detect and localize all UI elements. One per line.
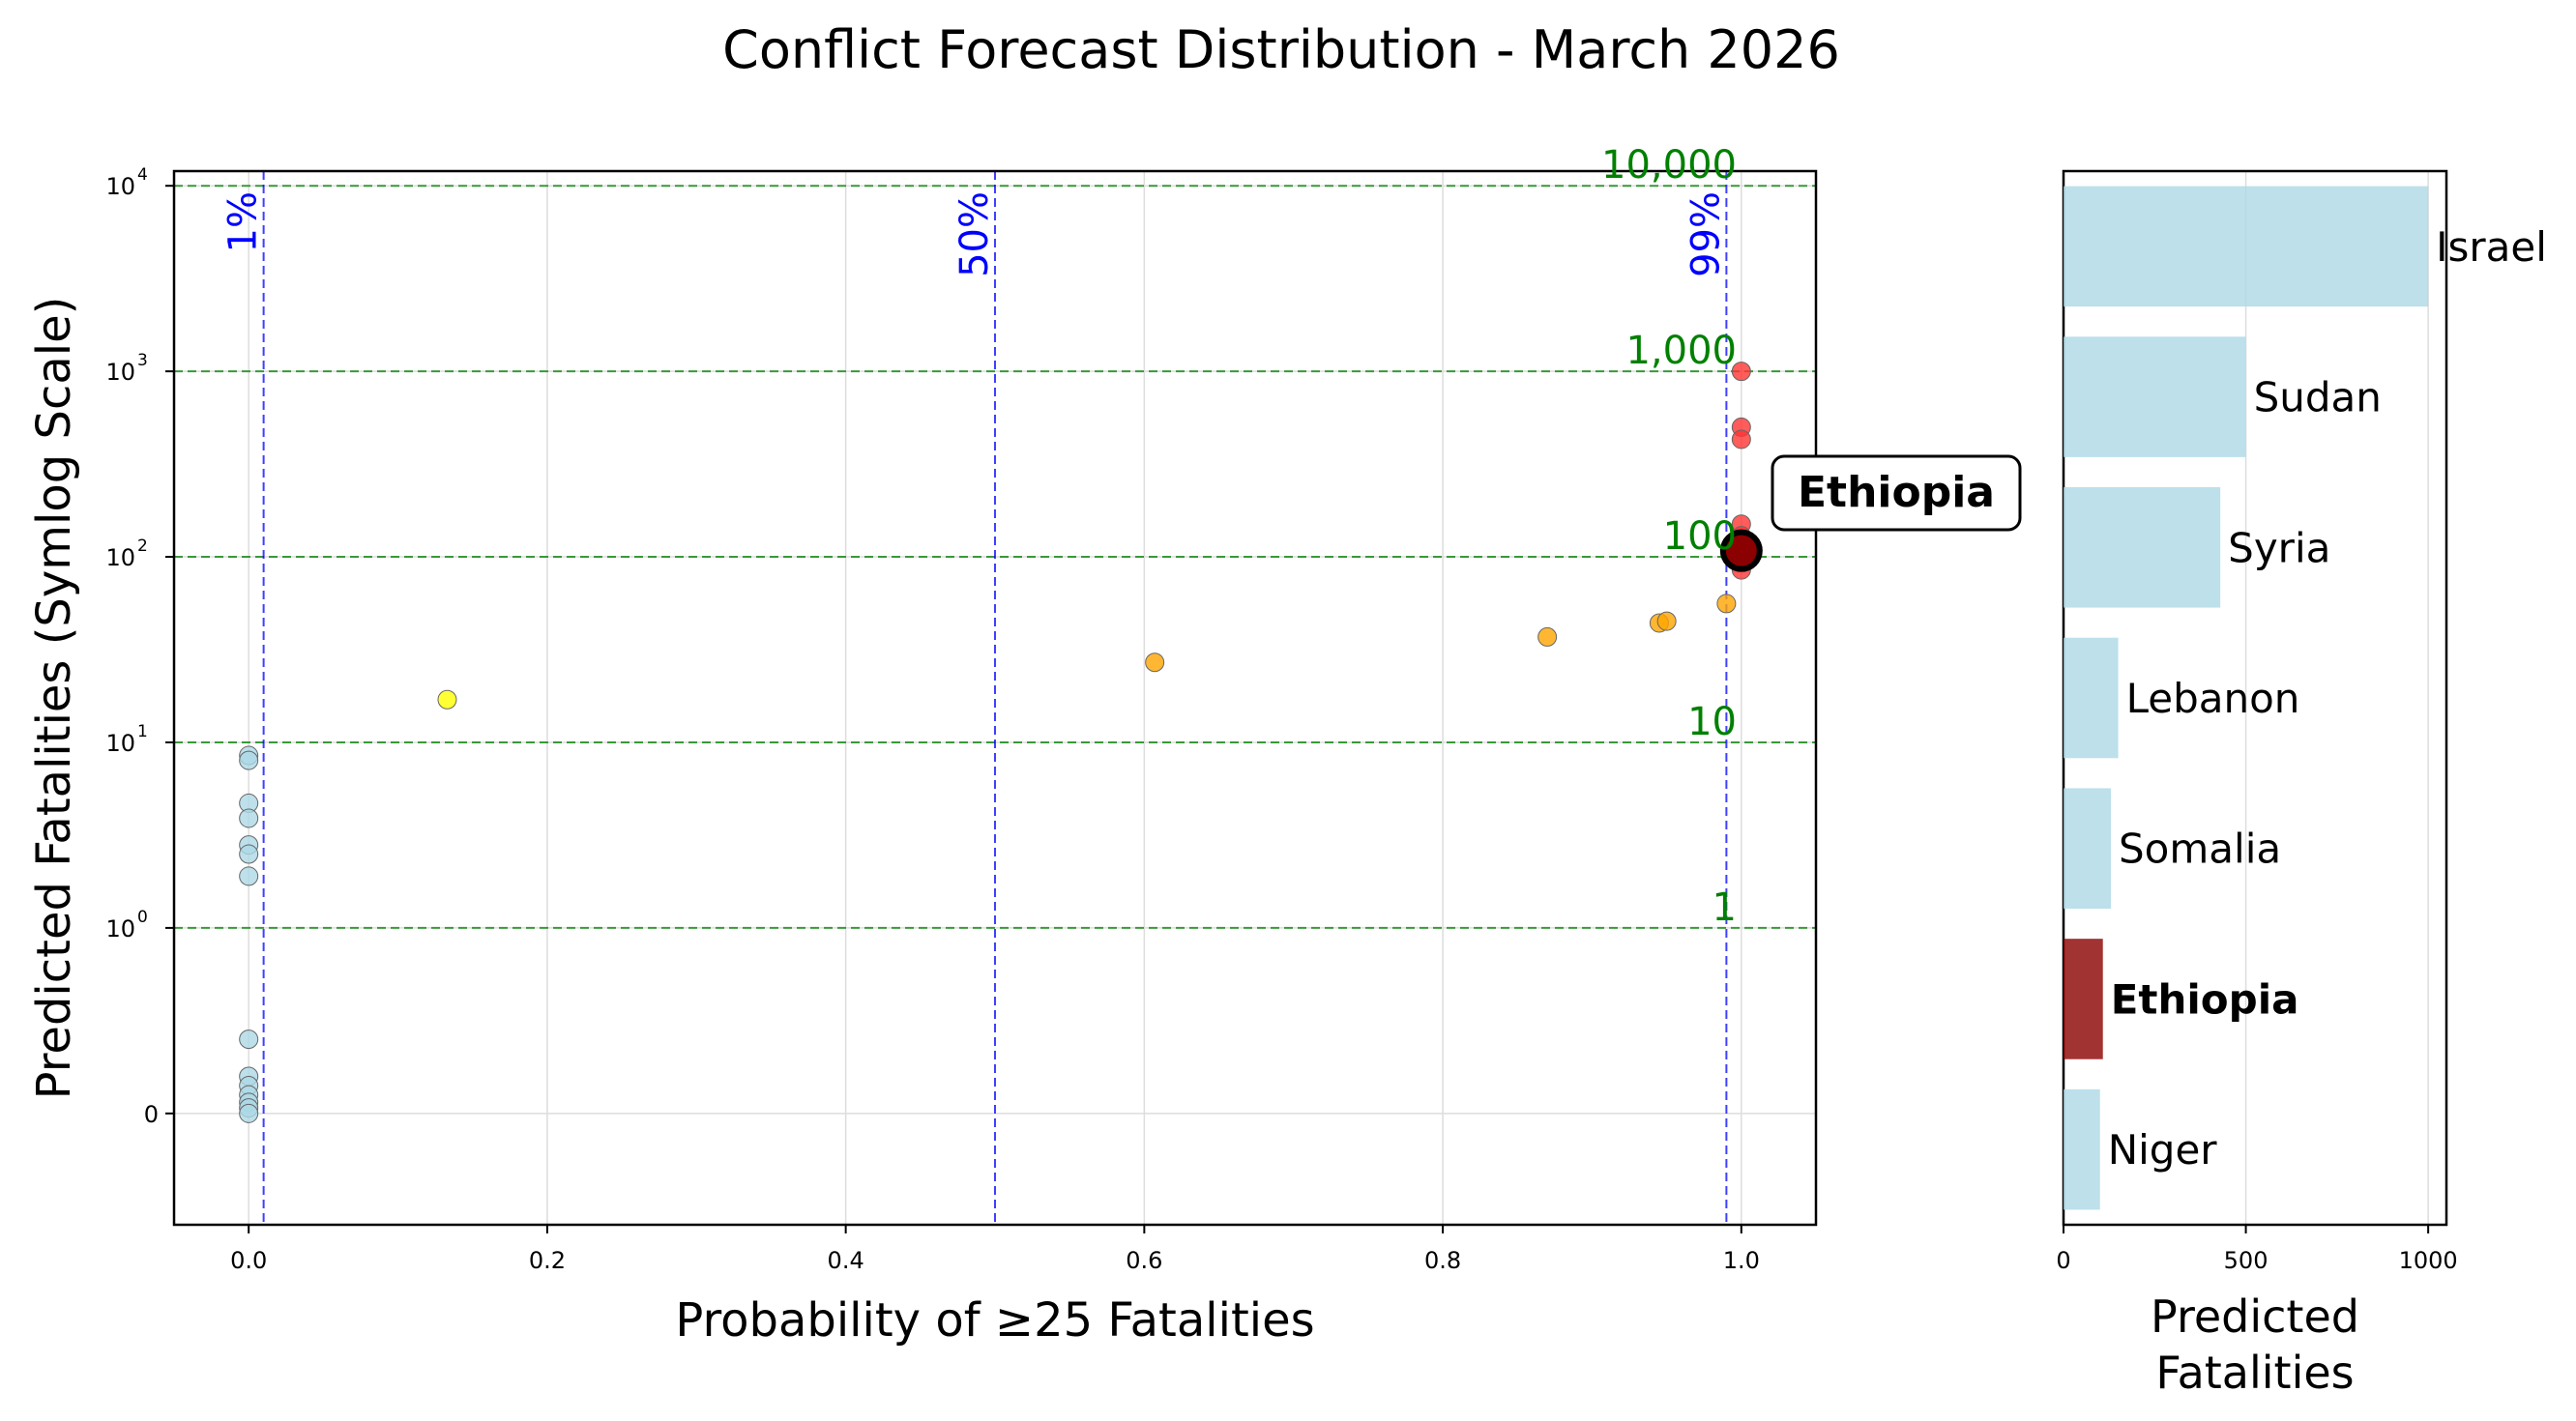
bar-label-lebanon: Lebanon <box>2126 675 2300 722</box>
chart-title: Conflict Forecast Distribution - March 2… <box>722 19 1840 80</box>
scatter-x-axis-label: Probability of ≥25 Fatalities <box>675 1293 1314 1348</box>
scatter-point <box>1731 429 1751 450</box>
bar-syria <box>2064 487 2221 608</box>
y-tick-label-exponent: 2 <box>137 536 148 556</box>
bar-label-sudan: Sudan <box>2254 374 2382 421</box>
bar-ethiopia <box>2064 939 2103 1059</box>
scatter-point <box>1731 362 1751 382</box>
bar-x-tick-label: 0 <box>2056 1247 2070 1274</box>
threshold-lines <box>262 171 1728 1225</box>
reference-label-1: 1 <box>1712 885 1737 930</box>
bar-label-ethiopia: Ethiopia <box>2111 975 2299 1023</box>
bar-x-axis-label-line-2: Fatalities <box>2155 1347 2354 1399</box>
scatter-x-ticks: 0.0 0.2 0.4 0.6 0.8 1.0 <box>230 1225 1760 1274</box>
threshold-label-99%: 99% <box>1683 191 1728 277</box>
y-tick-label-base: 10 <box>105 915 135 942</box>
threshold-label-50%: 50% <box>952 191 997 277</box>
y-tick-label-base: 10 <box>105 730 135 757</box>
scatter-point <box>437 689 457 710</box>
bar-label-niger: Niger <box>2108 1126 2218 1174</box>
scatter-point <box>239 750 259 770</box>
y-tick-label-exponent: 1 <box>137 722 148 741</box>
scatter-point <box>239 844 259 864</box>
highlight-point <box>1719 529 1763 572</box>
scatter-point <box>239 1030 259 1050</box>
x-tick-label: 0.6 <box>1126 1247 1162 1274</box>
scatter-point <box>1537 626 1558 647</box>
scatter-point <box>239 866 259 886</box>
reference-label-100: 100 <box>1663 514 1737 559</box>
highlight-label: Ethiopia <box>1798 468 1995 517</box>
threshold-label-1%: 1% <box>221 191 266 252</box>
bar-x-tick-label: 1000 <box>2399 1247 2458 1274</box>
scatter-points <box>239 362 1751 1123</box>
bar-somalia <box>2064 788 2112 909</box>
bar-israel <box>2064 186 2429 307</box>
scatter-y-axis-label: Predicted Fatalities (Symlog Scale) <box>27 297 81 1100</box>
y-tick-label-exponent: 0 <box>137 908 148 927</box>
scatter-point <box>239 1103 259 1123</box>
reference-label-1,000: 1,000 <box>1625 329 1737 373</box>
x-tick-label: 1.0 <box>1723 1247 1760 1274</box>
bar-x-ticks: 0 500 1000 <box>2056 1225 2458 1274</box>
bar-x-axis-label-line-1: Predicted <box>2151 1290 2359 1343</box>
bar-label-syria: Syria <box>2228 524 2330 571</box>
scatter-point <box>1145 652 1165 673</box>
scatter-panel: Probability of ≥25 Fatalities Predicted … <box>27 143 2022 1348</box>
x-tick-label: 0.4 <box>828 1247 864 1274</box>
y-tick-label-base: 10 <box>105 173 135 200</box>
x-tick-label: 0.2 <box>529 1247 566 1274</box>
y-tick-label: 0 <box>144 1101 159 1128</box>
highlight-annotation: Ethiopia <box>1771 454 2022 532</box>
y-tick-label-base: 10 <box>105 359 135 386</box>
bar-label-somalia: Somalia <box>2119 826 2281 873</box>
bar-label-israel: Israel <box>2436 223 2547 271</box>
y-tick-label-exponent: 3 <box>137 351 148 370</box>
bar-x-tick-label: 500 <box>2224 1247 2269 1274</box>
bars: Israel Sudan Syria Lebanon Somalia Ethiopia Ni… <box>2064 186 2547 1210</box>
bar-lebanon <box>2064 637 2119 759</box>
x-tick-label: 0.8 <box>1424 1247 1461 1274</box>
bar-panel: Predicted Fatalities Israel Sudan Syria Leb… <box>2056 169 2547 1399</box>
scatter-point <box>1716 594 1737 614</box>
y-tick-label-base: 10 <box>105 544 135 571</box>
scatter-point <box>239 808 259 828</box>
scatter-point <box>1656 611 1677 631</box>
scatter-plot-area <box>172 169 1818 1227</box>
bar-sudan <box>2064 336 2246 457</box>
highlight-label-box <box>1771 454 2022 532</box>
x-tick-label: 0.0 <box>230 1247 267 1274</box>
reference-label-10,000: 10,000 <box>1601 143 1737 188</box>
reference-label-10: 10 <box>1687 700 1737 744</box>
y-tick-label-exponent: 4 <box>137 165 148 185</box>
bar-niger <box>2064 1088 2100 1210</box>
